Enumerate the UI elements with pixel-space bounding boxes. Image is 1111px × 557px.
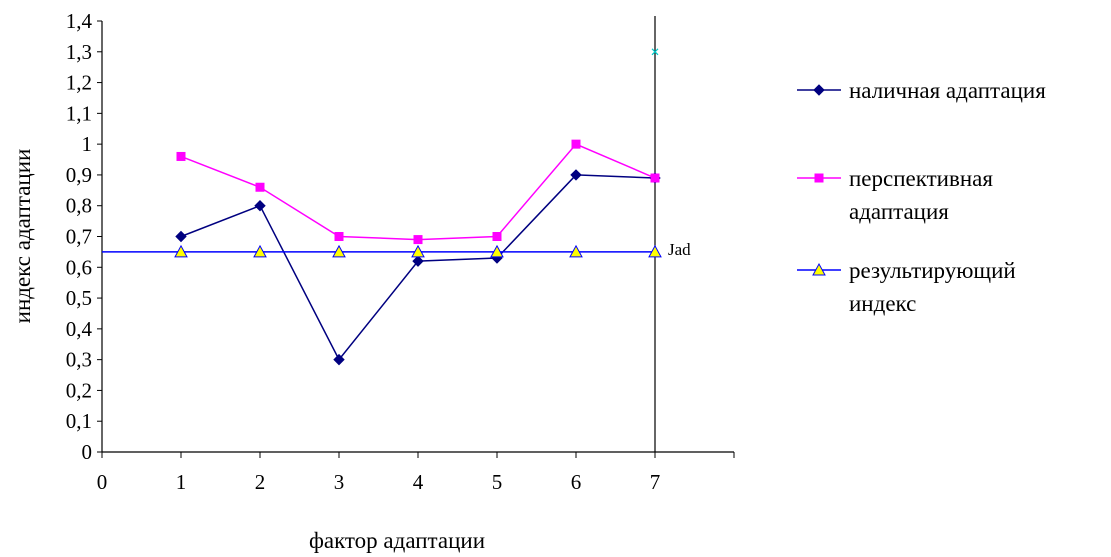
data-point: [413, 235, 423, 245]
legend-label: адаптация: [849, 199, 949, 224]
y-tick-label: 0,9: [66, 163, 92, 187]
data-point: [255, 182, 265, 192]
legend-label: результирующий: [849, 258, 1016, 283]
y-axis-title: индекс адаптации: [10, 149, 35, 324]
data-point: [332, 244, 346, 258]
data-point: [333, 353, 345, 366]
data-point: [570, 169, 582, 181]
x-tick-label: 6: [571, 470, 582, 494]
x-tick-label: 3: [334, 470, 345, 494]
y-tick-label: 1,1: [66, 101, 92, 125]
data-point: [648, 244, 662, 258]
legend-swatch-marker: [813, 84, 825, 96]
legend-item-1: наличная адаптация: [797, 78, 1046, 103]
legend-label: перспективная: [849, 166, 993, 191]
legend-label: индекс: [849, 291, 916, 316]
x-tick-label: 5: [492, 470, 503, 494]
x-tick-label: 2: [255, 470, 266, 494]
x-axis-title: фактор адаптации: [309, 528, 485, 553]
jad-annotation: Jad: [668, 240, 691, 259]
data-point: [490, 244, 504, 258]
y-tick-label: 0,5: [66, 286, 92, 310]
data-point: [492, 232, 502, 241]
y-tick-label: 1,3: [66, 40, 92, 64]
x-tick-label: 4: [413, 470, 424, 494]
x-tick-label: 0: [97, 470, 108, 494]
stray-marker: [651, 48, 659, 56]
data-point: [254, 200, 266, 212]
x-tick-label: 1: [176, 470, 187, 494]
data-point: [334, 232, 344, 241]
series-line: [180, 174, 656, 362]
y-tick-label: 0,8: [66, 194, 92, 218]
data-point: [412, 255, 424, 267]
y-tick-label: 0,2: [66, 378, 92, 402]
y-tick-label: 1,2: [66, 71, 92, 95]
data-point: [571, 139, 581, 149]
data-point: [411, 244, 425, 258]
data-point: [174, 244, 188, 258]
series-2: [176, 139, 660, 245]
y-tick-label: 1,4: [66, 9, 93, 33]
legend-item-2: перспективная адаптация: [797, 166, 993, 224]
legend: наличная адаптация перспективная адаптация…: [797, 78, 1046, 316]
series-1: [175, 169, 661, 366]
series-group: [102, 48, 662, 366]
y-tick-label: 0,4: [66, 317, 93, 341]
legend-swatch-marker: [812, 262, 826, 276]
data-point: [175, 230, 187, 243]
y-tick-label: 1: [82, 132, 93, 156]
y-tick-label: 0,3: [66, 348, 92, 372]
legend-swatch-marker: [814, 173, 824, 183]
data-point: [650, 173, 660, 183]
x-tick-label: 7: [650, 470, 661, 494]
legend-label: наличная адаптация: [849, 78, 1046, 103]
legend-item-3: результирующий индекс: [797, 258, 1016, 316]
series-3: [102, 244, 662, 258]
y-tick-label: 0: [82, 440, 93, 464]
data-point: [253, 244, 267, 258]
data-point: [176, 151, 186, 161]
y-tick-label: 0,6: [66, 255, 92, 279]
y-tick-label: 0,1: [66, 409, 92, 433]
series-line: [180, 143, 656, 241]
axes: 0 0,1 0,2 0,3 0,4 0,5 0,6 0,7 0,8 0,9 1 1,1 1,2 1,3 1,…: [66, 9, 735, 494]
data-point: [569, 244, 583, 258]
y-tick-label: 0,7: [66, 225, 92, 249]
